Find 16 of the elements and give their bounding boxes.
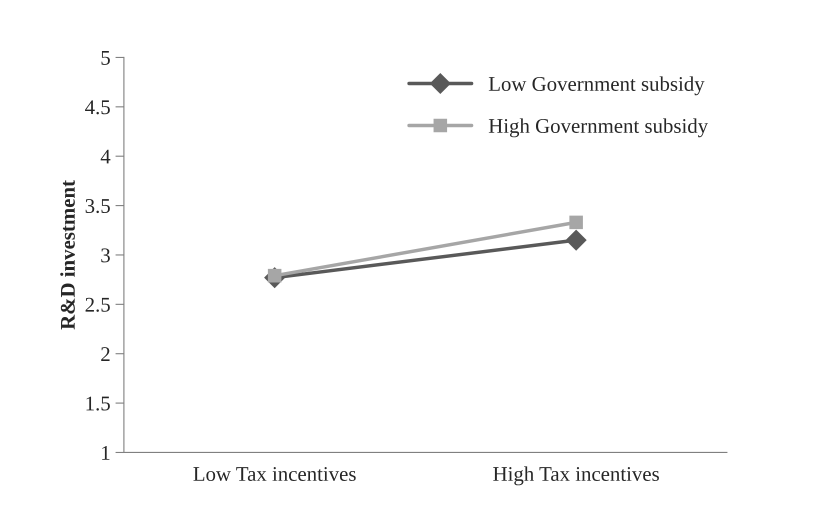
y-tick-label: 3.5 bbox=[86, 199, 110, 214]
point bbox=[566, 230, 586, 250]
point bbox=[569, 216, 583, 230]
y-tick-label: 2 bbox=[101, 347, 110, 361]
x-tick-label: Low Tax incentives bbox=[193, 467, 356, 482]
y-tick-label: 1.5 bbox=[86, 396, 110, 411]
y-tick-label: 4 bbox=[100, 150, 110, 164]
y-tick-label: 1 bbox=[102, 446, 110, 460]
y-axis-title: R&D investment bbox=[60, 180, 75, 330]
y-tick-label: 5 bbox=[102, 51, 110, 65]
y-tick-label: 4.5 bbox=[85, 100, 110, 114]
y-tick-label: 3 bbox=[101, 248, 110, 262]
legend-label: High Government subsidy bbox=[488, 118, 708, 138]
x-tick-label: High Tax incentives bbox=[493, 466, 659, 486]
y-tick-label: 2.5 bbox=[86, 298, 110, 312]
legend-label: Low Government subsidy bbox=[488, 76, 705, 96]
